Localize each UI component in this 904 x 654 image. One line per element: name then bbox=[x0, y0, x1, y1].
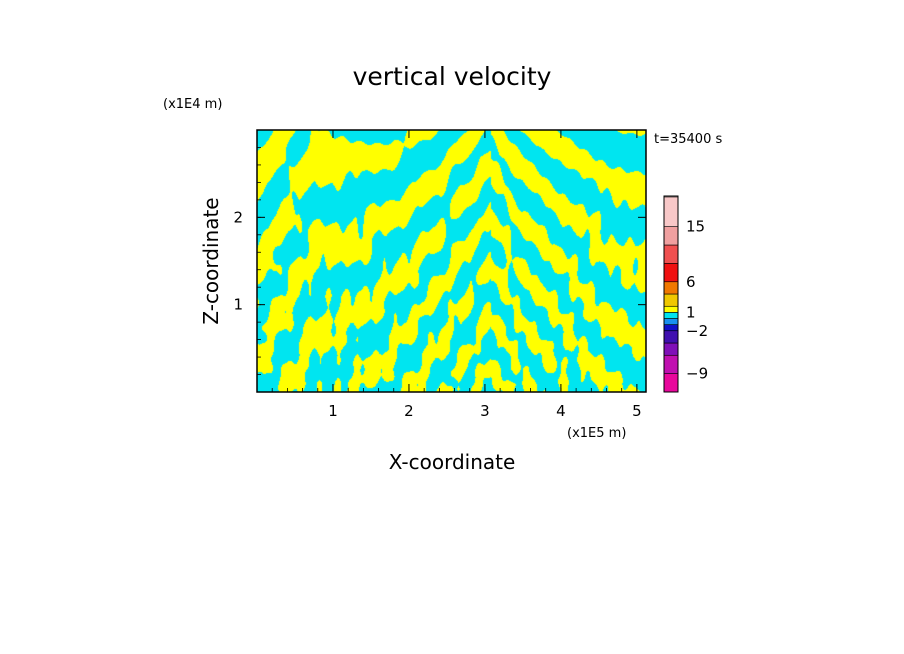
colorbar-swatch bbox=[663, 324, 679, 332]
x-scale-label: (x1E5 m) bbox=[567, 426, 626, 441]
colorbar-swatch bbox=[663, 293, 679, 307]
y-tick-label: 1 bbox=[233, 296, 243, 314]
colorbar-swatch bbox=[663, 263, 679, 283]
colorbar-frame bbox=[663, 195, 679, 393]
x-tick-label: 2 bbox=[404, 402, 414, 420]
colorbar-label: −9 bbox=[686, 365, 708, 383]
colorbar: 15 6 1−2 −9 bbox=[663, 195, 708, 393]
velocity-field bbox=[257, 130, 646, 392]
y-axis-ticks: 12 bbox=[233, 147, 646, 375]
y-tick-label: 2 bbox=[233, 208, 243, 226]
colorbar-label: 1 bbox=[686, 303, 696, 321]
chart-title: vertical velocity bbox=[353, 62, 552, 91]
colorbar-swatch bbox=[663, 305, 679, 313]
x-tick-label: 5 bbox=[632, 402, 642, 420]
colorbar-swatch bbox=[663, 342, 679, 356]
colorbar-swatch bbox=[663, 312, 679, 319]
colorbar-label: 6 bbox=[686, 273, 696, 291]
x-axis-label: X-coordinate bbox=[389, 450, 516, 474]
colorbar-swatch bbox=[663, 226, 679, 246]
colorbar-swatch bbox=[663, 330, 679, 344]
colorbar-swatch bbox=[663, 354, 679, 374]
x-tick-label: 4 bbox=[556, 402, 566, 420]
x-tick-label: 3 bbox=[480, 402, 490, 420]
velocity-field-raster bbox=[257, 130, 646, 392]
y-scale-label: (x1E4 m) bbox=[163, 97, 222, 112]
x-tick-label: 1 bbox=[328, 402, 338, 420]
time-label: t=35400 s bbox=[654, 132, 722, 147]
colorbar-swatch bbox=[663, 281, 679, 295]
plot-frame bbox=[256, 129, 647, 393]
colorbar-swatch bbox=[663, 195, 679, 227]
y-axis-label: Z-coordinate bbox=[199, 197, 223, 324]
x-axis-ticks: 1 2 3 4 5 bbox=[271, 130, 642, 420]
colorbar-label: −2 bbox=[686, 322, 708, 340]
colorbar-swatch bbox=[663, 244, 679, 264]
colorbar-swatch bbox=[663, 318, 679, 325]
colorbar-swatch bbox=[663, 373, 679, 393]
colorbar-label: 15 bbox=[686, 218, 705, 236]
